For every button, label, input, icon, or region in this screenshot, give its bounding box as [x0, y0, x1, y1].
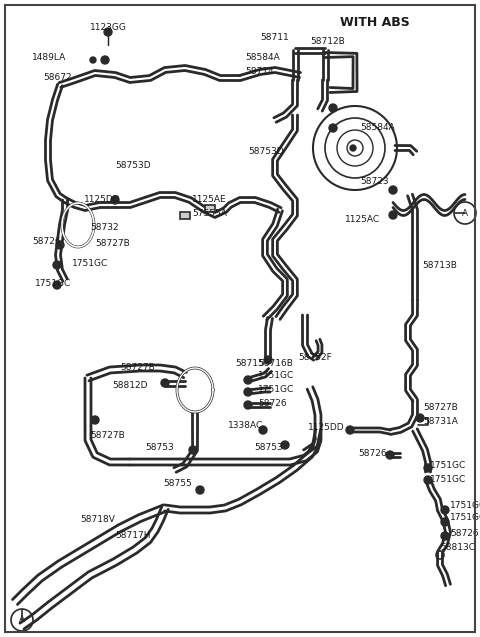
Text: 58716B: 58716B	[258, 359, 293, 368]
Text: 58732: 58732	[90, 224, 119, 233]
Circle shape	[161, 379, 169, 387]
Text: 1123GG: 1123GG	[90, 24, 127, 32]
Circle shape	[441, 506, 449, 514]
Bar	[180, 211, 190, 218]
Circle shape	[441, 532, 449, 540]
Text: 58713B: 58713B	[422, 261, 457, 269]
Text: 58727B: 58727B	[95, 238, 130, 248]
Circle shape	[346, 426, 354, 434]
Text: 1751GC: 1751GC	[35, 278, 71, 287]
Text: 58752F: 58752F	[298, 354, 332, 362]
Text: 1751GC: 1751GC	[450, 513, 480, 522]
Text: 1751GC: 1751GC	[258, 371, 294, 380]
Text: 1751GC: 1751GC	[430, 461, 466, 469]
Text: 58753D: 58753D	[248, 148, 284, 157]
Text: 58714: 58714	[245, 68, 274, 76]
Circle shape	[350, 145, 356, 151]
Text: 58584A: 58584A	[245, 52, 280, 62]
Text: 58715: 58715	[235, 359, 264, 368]
Text: 58812D: 58812D	[112, 380, 147, 389]
Circle shape	[244, 376, 252, 384]
Circle shape	[196, 486, 204, 494]
Circle shape	[386, 451, 394, 459]
Circle shape	[56, 241, 64, 249]
Circle shape	[329, 124, 337, 132]
Circle shape	[91, 416, 99, 424]
Circle shape	[53, 281, 61, 289]
Text: 58727B: 58727B	[90, 431, 125, 440]
Text: 58717H: 58717H	[115, 531, 151, 540]
Circle shape	[111, 196, 119, 204]
Text: 1751GC: 1751GC	[450, 501, 480, 510]
Circle shape	[389, 186, 397, 194]
Text: 1338AC: 1338AC	[228, 420, 263, 429]
Text: 1751GC: 1751GC	[72, 259, 108, 268]
Text: 1125AC: 1125AC	[345, 215, 380, 224]
Text: 58726: 58726	[450, 529, 479, 538]
Circle shape	[101, 56, 109, 64]
Bar	[205, 204, 215, 211]
Text: 58723: 58723	[360, 178, 389, 187]
Text: 58727B: 58727B	[120, 364, 155, 373]
Circle shape	[90, 57, 96, 63]
Text: WITH ABS: WITH ABS	[340, 15, 410, 29]
Circle shape	[189, 446, 197, 454]
Circle shape	[244, 388, 252, 396]
Text: 58755: 58755	[163, 478, 192, 487]
Text: 58726: 58726	[358, 448, 386, 457]
Text: 58718V: 58718V	[80, 515, 115, 524]
Circle shape	[281, 441, 289, 449]
Circle shape	[424, 476, 432, 484]
Circle shape	[104, 28, 112, 36]
Text: 1489LA: 1489LA	[32, 54, 66, 62]
Text: 58672: 58672	[43, 73, 72, 83]
Circle shape	[264, 356, 272, 364]
Text: 58712B: 58712B	[310, 38, 345, 47]
Text: A: A	[19, 615, 25, 624]
Text: 58731A: 58731A	[423, 417, 458, 427]
Text: 58711: 58711	[260, 34, 289, 43]
Text: 58813C: 58813C	[440, 543, 475, 552]
Text: 1125DD: 1125DD	[308, 422, 345, 431]
Circle shape	[389, 211, 397, 219]
Text: 58753: 58753	[145, 443, 174, 452]
Circle shape	[424, 464, 432, 472]
Text: 58727B: 58727B	[423, 403, 458, 413]
Text: 1125DD: 1125DD	[84, 196, 120, 204]
Text: 1125AE: 1125AE	[192, 196, 227, 204]
Text: 58584A: 58584A	[360, 124, 395, 132]
Text: 58753D: 58753D	[115, 161, 151, 169]
Text: 58726: 58726	[32, 238, 60, 247]
Circle shape	[441, 518, 449, 526]
Text: 58753: 58753	[254, 443, 283, 452]
Text: A: A	[462, 208, 468, 217]
Circle shape	[244, 401, 252, 409]
Text: 57555A: 57555A	[192, 210, 227, 218]
Circle shape	[416, 414, 424, 422]
Text: 1751GC: 1751GC	[258, 385, 294, 394]
Circle shape	[53, 261, 61, 269]
Text: 58726: 58726	[258, 399, 287, 408]
Circle shape	[329, 104, 337, 112]
Text: 1751GC: 1751GC	[430, 475, 466, 485]
Circle shape	[259, 426, 267, 434]
